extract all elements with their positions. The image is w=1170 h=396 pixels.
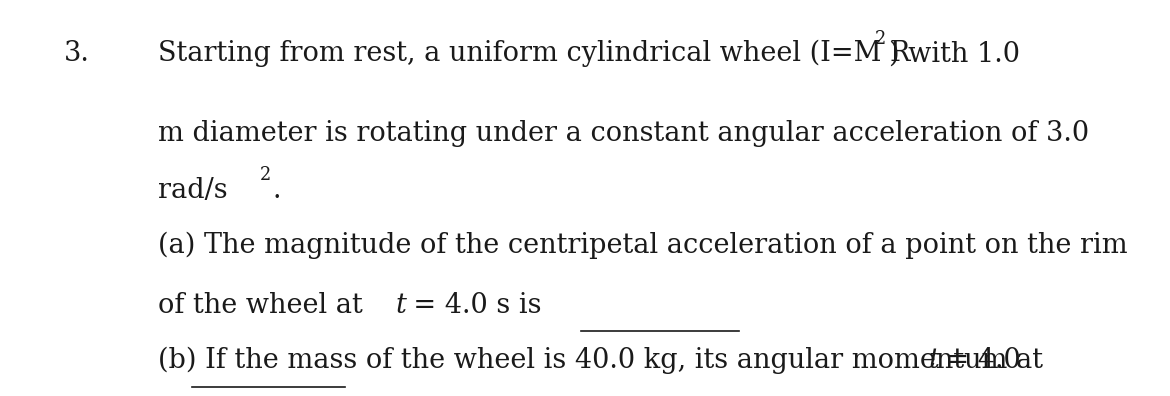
Text: 2: 2 <box>875 30 887 48</box>
Text: m diameter is rotating under a constant angular acceleration of 3.0: m diameter is rotating under a constant … <box>158 120 1089 147</box>
Text: = 4.0: = 4.0 <box>941 347 1020 374</box>
Text: of the wheel at: of the wheel at <box>158 292 371 319</box>
Text: .: . <box>273 177 281 204</box>
Text: = 4.0 s is: = 4.0 s is <box>408 292 542 319</box>
Text: 3.: 3. <box>64 40 90 67</box>
Text: rad/s: rad/s <box>158 177 228 204</box>
Text: ) with 1.0: ) with 1.0 <box>889 40 1020 67</box>
Text: Starting from rest, a uniform cylindrical wheel (I=M R: Starting from rest, a uniform cylindrica… <box>158 40 910 67</box>
Text: (b) If the mass of the wheel is 40.0 kg, its angular momentum at: (b) If the mass of the wheel is 40.0 kg,… <box>158 347 1052 374</box>
Text: t: t <box>395 292 406 319</box>
Text: t: t <box>929 347 940 374</box>
Text: 2: 2 <box>260 166 271 184</box>
Text: (a) The magnitude of the centripetal acceleration of a point on the rim: (a) The magnitude of the centripetal acc… <box>158 232 1128 259</box>
